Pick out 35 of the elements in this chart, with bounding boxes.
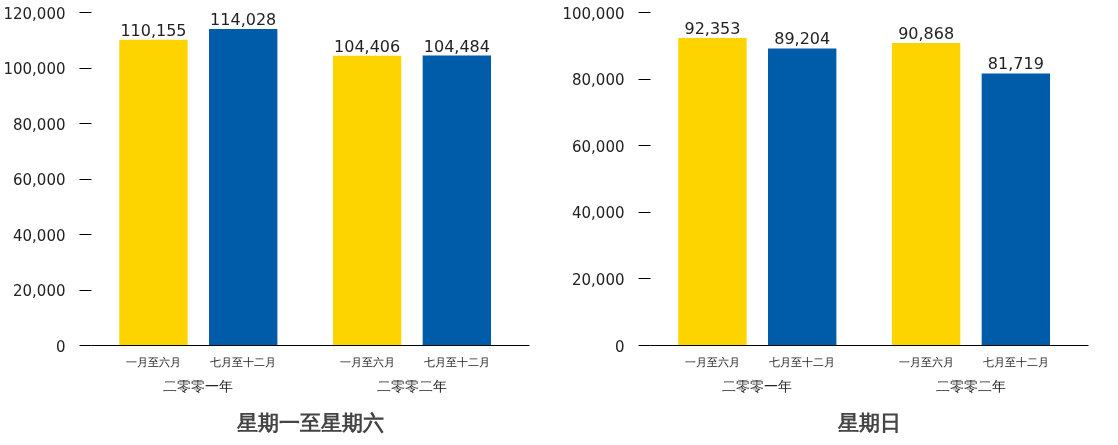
y-tick-label: 20,000 — [572, 270, 625, 289]
data-label: 81,719 — [987, 54, 1044, 74]
y-tick-label: 80,000 — [13, 115, 66, 134]
y-tick-label: 100,000 — [562, 4, 625, 23]
data-label: 110,155 — [120, 20, 187, 40]
series-label: 七月至十二月 — [769, 355, 836, 369]
x-tick-label: 二零零二年 — [935, 377, 1006, 394]
series-label: 一月至六月 — [125, 355, 181, 369]
text: 星期日 — [837, 409, 901, 435]
y-tick-label: 20,000 — [13, 282, 66, 300]
text: 一月至六月 — [339, 355, 395, 369]
series-label: 一月至六月 — [684, 355, 740, 369]
y-tick-label: 60,000 — [13, 171, 66, 189]
data-label: 104,484 — [423, 36, 490, 56]
y-tick-label: 60,000 — [572, 137, 625, 156]
y-tick-label: 40,000 — [572, 204, 625, 223]
text: 一月至六月 — [898, 355, 954, 369]
data-label: 90,868 — [898, 23, 955, 43]
y-tick-label: 80,000 — [572, 71, 625, 90]
data-label: 114,028 — [210, 10, 277, 30]
y-tick-label: 0 — [55, 337, 66, 356]
text: 星期一至星期六 — [236, 409, 384, 435]
x-tick-label: 二零零一年 — [722, 377, 793, 394]
x-tick-label: 二零零二年 — [376, 377, 447, 394]
x-tick-label: 二零零一年 — [163, 377, 234, 394]
y-tick-label: 40,000 — [13, 226, 66, 245]
series-label: 七月至十二月 — [210, 355, 277, 369]
data-label: 92,353 — [684, 18, 741, 38]
data-label: 89,204 — [774, 29, 831, 49]
y-tick-label: 0 — [614, 337, 625, 356]
y-tick-label: 120,000 — [3, 4, 66, 23]
data-label: 104,406 — [334, 36, 401, 56]
text: 七月至十二月 — [982, 355, 1049, 369]
y-tick-label: 100,000 — [3, 60, 66, 78]
text: 七月至十二月 — [423, 355, 490, 369]
